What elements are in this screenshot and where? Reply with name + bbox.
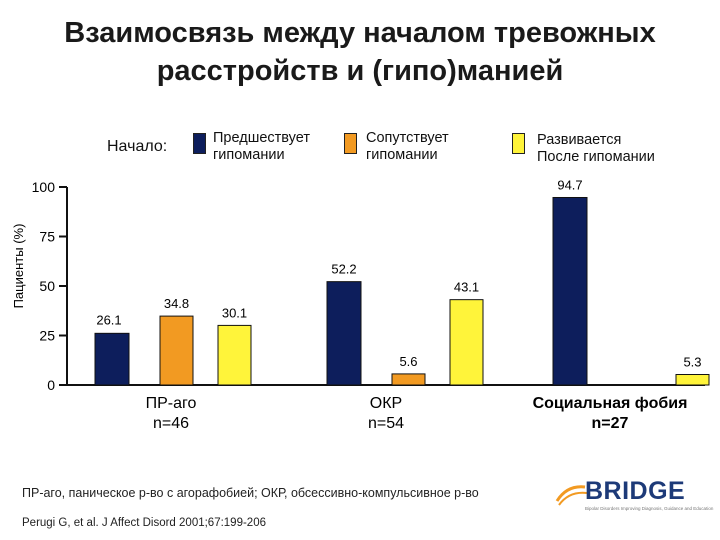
y-tick-label: 25 bbox=[39, 328, 55, 344]
y-tick-label: 75 bbox=[39, 229, 55, 245]
data-label: 5.6 bbox=[399, 354, 417, 369]
category-count-label: n=27 bbox=[592, 415, 629, 432]
data-label: 34.8 bbox=[164, 296, 189, 311]
category-count-label: n=46 bbox=[153, 415, 189, 432]
bar bbox=[159, 315, 194, 386]
data-label: 43.1 bbox=[454, 280, 479, 295]
legend-swatch-after bbox=[512, 133, 525, 154]
bar bbox=[326, 281, 362, 386]
category-label: ПР-аго bbox=[146, 395, 197, 412]
y-tick-label: 50 bbox=[39, 278, 55, 294]
category-label: Социальная фобия bbox=[533, 395, 688, 412]
category-count-label: n=54 bbox=[368, 415, 404, 432]
slide-title-line2: расстройств и (гипо)манией bbox=[156, 55, 564, 87]
data-label: 30.1 bbox=[222, 305, 247, 320]
legend-label-precedes: Предшествует гипомании bbox=[213, 130, 310, 163]
bridge-logo-tagline: Bipolar Disorders Improving Diagnosis, G… bbox=[585, 506, 714, 511]
bar bbox=[449, 299, 484, 386]
y-axis-label: Пациенты (%) bbox=[11, 224, 26, 309]
legend-prefix: Начало: bbox=[107, 138, 168, 155]
bridge-logo-mark-icon bbox=[555, 485, 588, 506]
legend-swatch-concurrent bbox=[344, 133, 357, 154]
bar bbox=[552, 196, 588, 386]
bridge-logo: BRIDGE Bipolar Disorders Improving Diagn… bbox=[555, 477, 713, 517]
data-label: 5.3 bbox=[683, 355, 701, 370]
y-tick-label: 100 bbox=[32, 179, 56, 195]
bar bbox=[391, 373, 426, 386]
legend-label-concurrent: Сопутствует гипомании bbox=[366, 130, 449, 163]
bar bbox=[217, 324, 252, 386]
footnote: ПР-аго, паническое р-во с агорафобией; О… bbox=[22, 486, 479, 500]
legend-swatch-precedes bbox=[193, 133, 206, 154]
y-tick-label: 0 bbox=[47, 377, 55, 393]
citation: Perugi G, et al. J Affect Disord 2001;67… bbox=[22, 517, 266, 529]
data-label: 94.7 bbox=[557, 177, 582, 192]
legend-label-after: Развивается После гипомании bbox=[537, 132, 655, 165]
slide-title: Взаимосвязь между началом тревожных расс… bbox=[0, 14, 720, 90]
bar bbox=[94, 332, 130, 386]
data-label: 52.2 bbox=[331, 262, 356, 277]
bridge-logo-text: BRIDGE bbox=[585, 477, 686, 505]
category-label: ОКР bbox=[370, 395, 402, 412]
slide-title-line1: Взаимосвязь между началом тревожных bbox=[64, 17, 656, 49]
bar bbox=[675, 374, 710, 386]
data-label: 26.1 bbox=[96, 312, 121, 327]
